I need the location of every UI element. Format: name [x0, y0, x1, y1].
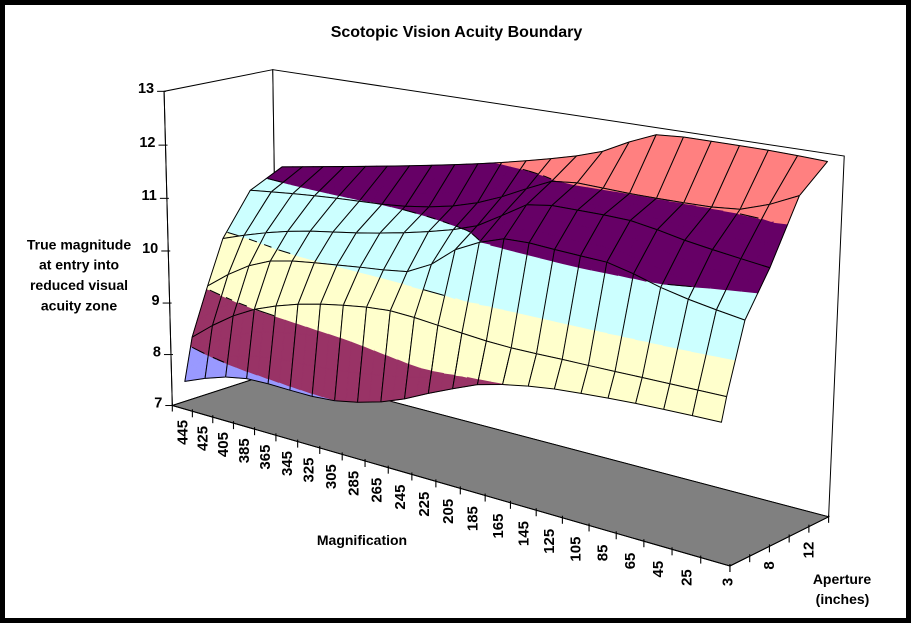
- svg-text:12: 12: [800, 542, 817, 559]
- svg-text:Scotopic Vision Acuity Boundar: Scotopic Vision Acuity Boundary: [331, 24, 583, 41]
- svg-text:12: 12: [139, 135, 155, 151]
- svg-text:reduced visual: reduced visual: [30, 277, 128, 293]
- svg-text:245: 245: [392, 485, 409, 510]
- svg-text:7: 7: [154, 395, 162, 411]
- svg-text:(inches): (inches): [816, 591, 870, 607]
- svg-text:85: 85: [595, 545, 612, 562]
- svg-text:45: 45: [650, 561, 667, 578]
- svg-text:Aperture: Aperture: [813, 571, 872, 587]
- svg-text:165: 165: [490, 514, 507, 539]
- svg-text:True magnitude: True magnitude: [27, 236, 131, 252]
- svg-text:425: 425: [195, 426, 212, 451]
- svg-text:8: 8: [761, 561, 778, 569]
- svg-text:445: 445: [174, 420, 191, 445]
- svg-text:10: 10: [142, 241, 158, 257]
- svg-text:365: 365: [257, 445, 274, 470]
- svg-text:405: 405: [215, 432, 232, 457]
- svg-text:25: 25: [678, 569, 695, 586]
- svg-text:3: 3: [719, 578, 736, 586]
- svg-text:345: 345: [279, 451, 296, 476]
- svg-text:385: 385: [236, 438, 253, 463]
- svg-text:205: 205: [440, 499, 457, 524]
- svg-text:105: 105: [568, 537, 585, 562]
- svg-text:225: 225: [416, 492, 433, 517]
- svg-text:13: 13: [138, 81, 154, 97]
- svg-text:325: 325: [301, 457, 318, 482]
- svg-text:9: 9: [152, 293, 160, 309]
- svg-text:65: 65: [622, 553, 639, 570]
- svg-text:145: 145: [515, 521, 532, 546]
- svg-text:185: 185: [465, 506, 482, 531]
- svg-text:at entry into: at entry into: [39, 257, 119, 273]
- svg-text:8: 8: [153, 344, 161, 360]
- svg-text:acuity zone: acuity zone: [41, 298, 117, 314]
- svg-text:285: 285: [346, 471, 363, 496]
- svg-text:Magnification: Magnification: [317, 532, 407, 548]
- svg-text:305: 305: [323, 464, 340, 489]
- svg-text:125: 125: [541, 529, 558, 554]
- svg-text:11: 11: [142, 188, 157, 204]
- svg-text:265: 265: [369, 478, 386, 503]
